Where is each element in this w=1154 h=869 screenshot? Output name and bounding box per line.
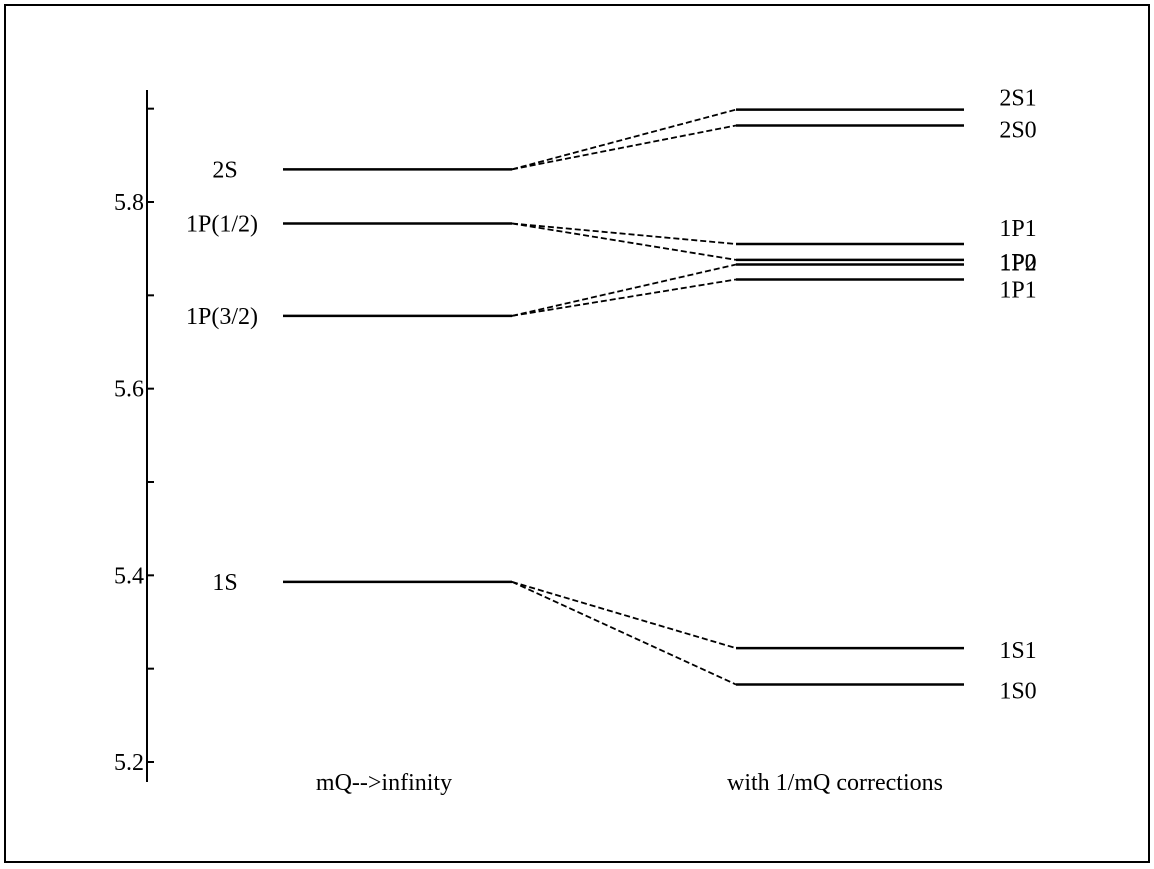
- right-level-label: 1P0: [999, 250, 1036, 276]
- splitting-dashed-line: [511, 222, 737, 245]
- column-label-right: with 1/mQ corrections: [727, 770, 943, 796]
- column-labels: mQ-->infinity with 1/mQ corrections: [316, 770, 943, 796]
- splitting-dashed-line: [511, 108, 737, 171]
- y-tick-label: 5.2: [114, 750, 144, 776]
- right-level-label: 1P2: [999, 251, 1036, 277]
- right-level-label: 1S0: [999, 679, 1036, 705]
- right-level-label: 2S0: [999, 117, 1036, 143]
- y-tick-label: 5.8: [114, 190, 144, 216]
- right-level-label: 1P1: [999, 216, 1036, 242]
- splitting-dashed-line: [511, 124, 737, 171]
- splitting-dashed-line: [511, 581, 737, 649]
- column-label-left: mQ-->infinity: [316, 770, 452, 796]
- left-level-label: 1S: [212, 570, 237, 596]
- figure-frame: [4, 4, 1150, 863]
- splitting-dashed-line: [511, 263, 737, 317]
- left-level-label: 1P(3/2): [186, 304, 258, 330]
- right-level-label: 1S1: [999, 638, 1036, 664]
- splitting-dashed-line: [511, 581, 737, 686]
- y-axis: 5.8 5.6 5.4 5.2: [114, 90, 154, 782]
- splitting-dashed-line: [511, 222, 737, 261]
- splitting-dashed-line: [511, 278, 737, 317]
- left-level-label: 1P(1/2): [186, 211, 258, 237]
- left-level-label: 2S: [212, 157, 237, 183]
- y-tick-label: 5.6: [114, 377, 144, 403]
- splitting-lines: [511, 108, 737, 686]
- right-level-label: 2S1: [999, 86, 1036, 112]
- y-tick-label: 5.4: [114, 563, 144, 589]
- right-level-label: 1P1: [999, 277, 1036, 303]
- left-levels: 2S 1P(1/2) 1P(3/2) 1S: [186, 157, 512, 596]
